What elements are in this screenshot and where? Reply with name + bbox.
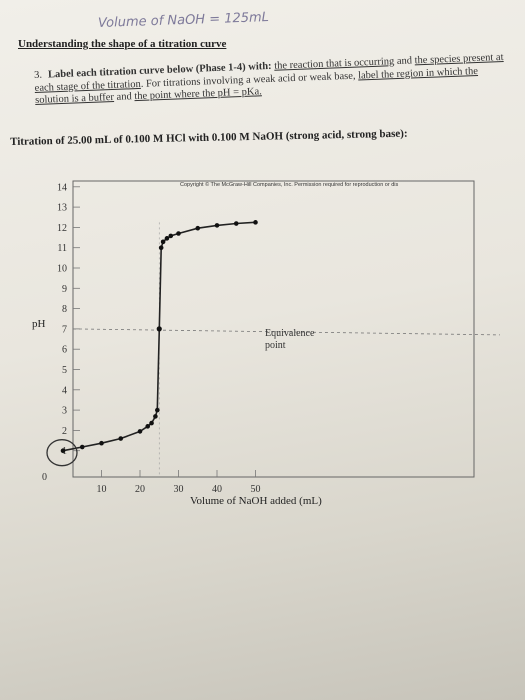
x-tick-label: 30 [174,484,184,495]
y-tick-label: 12 [57,223,67,234]
data-point [233,221,239,226]
data-point [60,448,66,454]
y-tick-label: 11 [57,243,67,254]
y-tick-label: 2 [62,426,67,437]
x-tick-label: 20 [135,484,145,495]
data-point [137,429,143,434]
y-tick-label: 6 [62,345,67,356]
data-point [149,420,154,426]
equivalence-label-line2: point [265,340,286,351]
x-axis-ticks: 10 20 30 40 50 [97,470,261,495]
data-point [176,231,181,236]
data-point [214,223,220,228]
y-tick-label: 13 [57,203,67,214]
y-tick-label: 14 [57,182,67,193]
data-point [160,239,166,245]
x-axis-label: Volume of NaOH added (mL) [190,495,322,507]
data-point [145,424,150,429]
equivalence-point-marker [156,326,162,332]
origin-label: 0 [42,472,47,483]
hand-drawn-circle [46,439,78,467]
y-axis-label: pH [32,318,46,330]
equivalence-line [72,328,501,336]
equivalence-label-line1: Equivalence [265,328,315,339]
data-point [155,407,160,413]
data-point [118,436,124,441]
x-tick-label: 40 [212,484,222,495]
data-points [60,220,258,454]
y-axis-ticks: 1234567891011121314 [57,182,80,457]
copyright-text: Copyright © The McGraw-Hill Companies, I… [180,181,398,188]
data-point [158,245,164,250]
section-heading: Understanding the shape of a titration c… [18,38,227,50]
data-point [153,414,158,419]
data-point [168,233,174,239]
data-point [164,236,170,241]
x-tick-label: 10 [97,484,107,495]
data-point [79,444,85,450]
data-point [195,225,201,231]
data-point [99,440,104,446]
y-tick-label: 7 [62,324,67,335]
x-tick-label: 50 [251,484,261,495]
titration-curve [62,221,256,452]
y-tick-label: 5 [62,365,67,376]
y-tick-label: 4 [62,385,67,396]
y-tick-label: 9 [62,284,67,295]
y-tick-label: 8 [62,304,67,315]
y-tick-label: 10 [57,264,67,275]
y-tick-label: 3 [62,406,67,417]
data-point [253,220,258,225]
